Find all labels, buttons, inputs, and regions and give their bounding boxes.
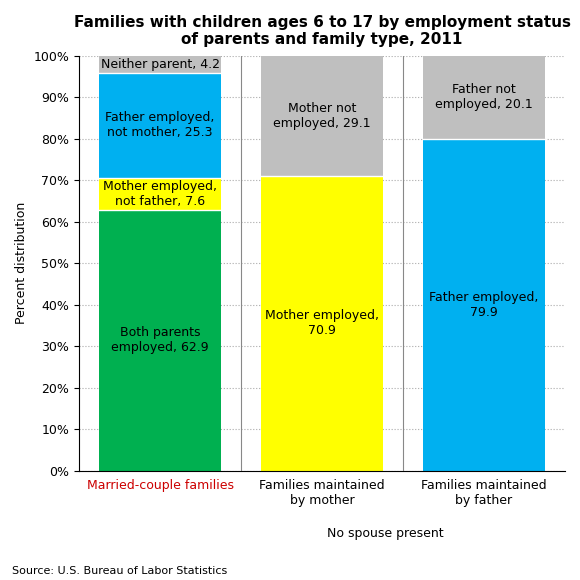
Text: Source: U.S. Bureau of Labor Statistics: Source: U.S. Bureau of Labor Statistics [12, 566, 227, 576]
Text: Mother not
employed, 29.1: Mother not employed, 29.1 [273, 102, 371, 130]
Bar [99, 56, 221, 73]
Text: Father employed,
79.9: Father employed, 79.9 [429, 291, 539, 319]
Text: Both parents
employed, 62.9: Both parents employed, 62.9 [111, 326, 209, 354]
Bar [99, 209, 221, 470]
Text: Mother employed,
not father, 7.6: Mother employed, not father, 7.6 [103, 180, 217, 208]
Bar [262, 176, 383, 470]
Bar [262, 56, 383, 176]
Bar [423, 139, 545, 470]
Text: Father not
employed, 20.1: Father not employed, 20.1 [435, 84, 533, 111]
Bar [423, 56, 545, 139]
Text: Neither parent, 4.2: Neither parent, 4.2 [100, 58, 220, 71]
Text: Mother employed,
70.9: Mother employed, 70.9 [265, 310, 379, 338]
Text: Father employed,
not mother, 25.3: Father employed, not mother, 25.3 [106, 111, 215, 139]
Y-axis label: Percent distribution: Percent distribution [15, 202, 28, 324]
Bar [99, 73, 221, 178]
Text: No spouse present: No spouse present [327, 527, 444, 539]
Title: Families with children ages 6 to 17 by employment status
of parents and family t: Families with children ages 6 to 17 by e… [74, 15, 571, 48]
Bar [99, 178, 221, 209]
